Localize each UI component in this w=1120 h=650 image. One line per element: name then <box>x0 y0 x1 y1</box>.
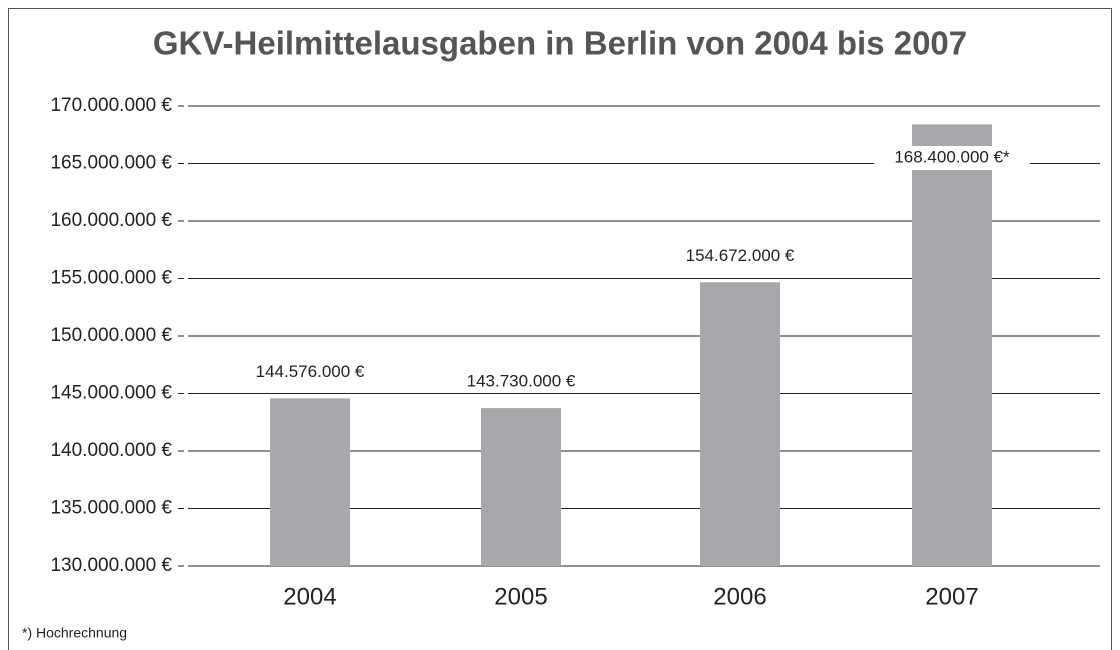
chart-title: GKV-Heilmittelausgaben in Berlin von 200… <box>153 25 967 62</box>
y-tick-label: 130.000.000 € <box>50 555 172 576</box>
value-label: 143.730.000 € <box>467 372 576 391</box>
value-label: 154.672.000 € <box>686 246 795 265</box>
bar <box>700 282 780 566</box>
y-tick-label: 160.000.000 € <box>50 210 172 231</box>
x-tick-label: 2006 <box>713 583 766 610</box>
y-tick-label: 165.000.000 € <box>50 153 172 174</box>
value-label: 144.576.000 € <box>256 362 365 381</box>
bar <box>270 398 350 566</box>
bar <box>912 124 992 567</box>
y-tick-label: 170.000.000 € <box>50 95 172 116</box>
value-label: 168.400.000 €* <box>894 147 1010 166</box>
frame <box>8 8 1112 650</box>
y-tick-label: 155.000.000 € <box>50 268 172 289</box>
x-tick-label: 2005 <box>494 583 547 610</box>
x-tick-label: 2004 <box>283 583 336 610</box>
y-tick-label: 140.000.000 € <box>50 440 172 461</box>
footnote: *) Hochrechnung <box>22 625 127 641</box>
x-tick-label: 2007 <box>925 583 978 610</box>
y-tick-label: 135.000.000 € <box>50 498 172 519</box>
y-tick-label: 150.000.000 € <box>50 325 172 346</box>
bar <box>481 408 561 566</box>
y-tick-label: 145.000.000 € <box>50 383 172 404</box>
value-label-bg <box>874 146 1030 170</box>
